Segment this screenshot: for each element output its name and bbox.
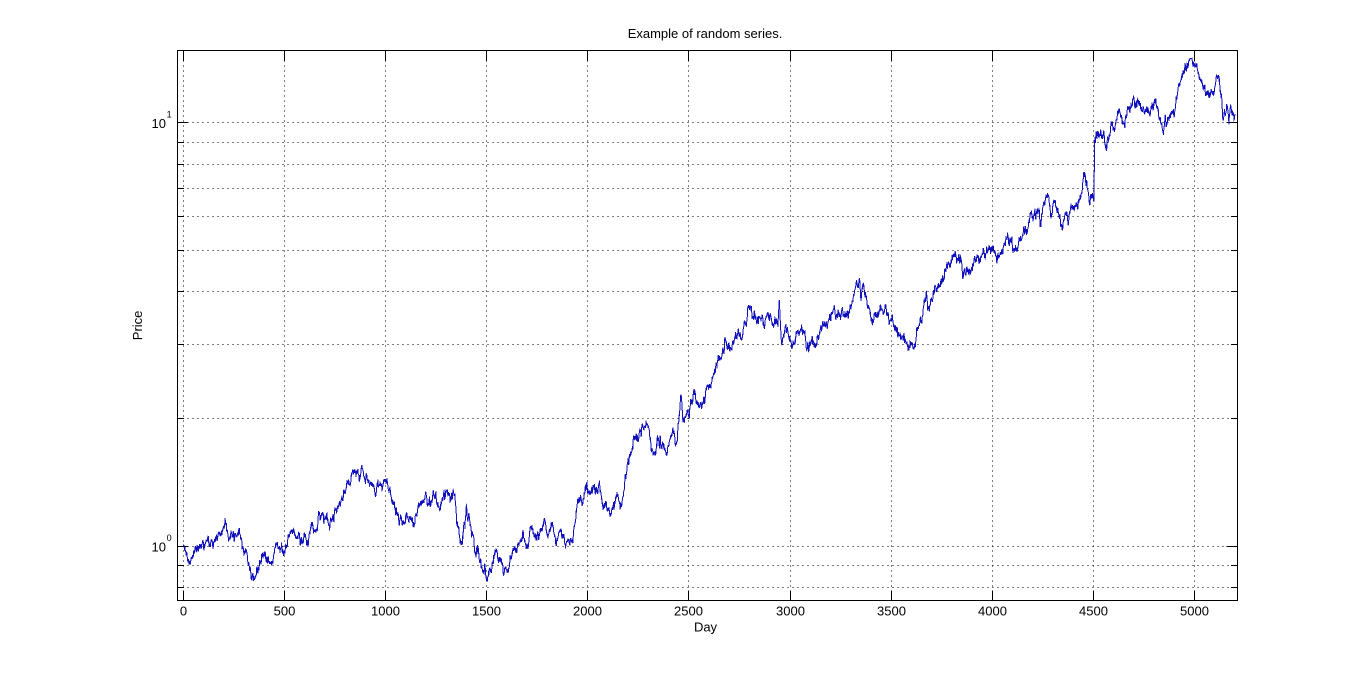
svg-text:5000: 5000: [1180, 604, 1209, 619]
svg-text:10: 10: [152, 539, 166, 554]
svg-text:3000: 3000: [776, 604, 805, 619]
svg-text:0: 0: [167, 533, 172, 543]
svg-text:2500: 2500: [674, 604, 703, 619]
svg-text:Price: Price: [130, 311, 145, 341]
svg-text:2000: 2000: [573, 604, 602, 619]
svg-text:0: 0: [180, 604, 187, 619]
svg-text:4000: 4000: [978, 604, 1007, 619]
svg-text:10: 10: [152, 116, 166, 131]
svg-text:Day: Day: [694, 620, 718, 635]
svg-text:1000: 1000: [371, 604, 400, 619]
svg-text:4500: 4500: [1079, 604, 1108, 619]
svg-text:3500: 3500: [877, 604, 906, 619]
svg-text:Example of random series.: Example of random series.: [628, 26, 783, 41]
svg-text:500: 500: [274, 604, 296, 619]
svg-text:1: 1: [167, 110, 172, 120]
svg-text:1500: 1500: [472, 604, 501, 619]
